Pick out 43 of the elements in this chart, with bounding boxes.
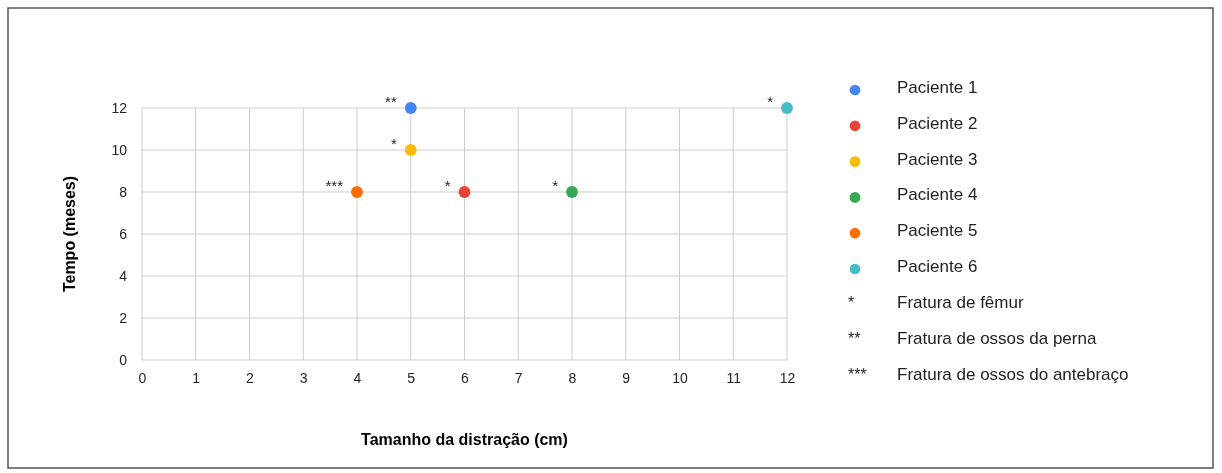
annotation: * [444,177,451,194]
x-tick-label: 12 [779,369,796,386]
x-tick-label: 9 [622,369,631,386]
annotation: * [390,135,397,152]
x-tick-label: 1 [192,369,201,386]
y-tick-label: 10 [111,141,128,158]
x-tick-label: 8 [568,369,577,386]
y-tick-label: 0 [119,351,128,368]
point [781,102,793,114]
x-tick-label: 7 [514,369,523,386]
x-tick-label: 4 [353,369,362,386]
legend-label: Paciente 1 [897,78,978,97]
point [404,144,417,156]
annotation: * [552,177,559,194]
annotation: *** [325,177,344,194]
y-tick-label: 6 [119,225,128,242]
x-tick-label: 10 [672,369,688,386]
y-tick-label: 12 [111,99,128,116]
x-axis-title: Tamanho da distração (cm) [361,431,568,448]
x-tick-label: 2 [246,369,255,386]
y-tick-label: 4 [119,267,128,284]
y-axis-title: Tempo (meses) [61,175,78,293]
text: * Fratura de fêmur [848,293,1024,312]
annotation: * [767,93,774,110]
x-tick-label: 11 [726,369,742,386]
x-tick-label: 6 [461,369,470,386]
x-tick-label: 5 [407,369,416,386]
point [566,186,578,198]
text: *** Fratura de ossos do antebraço [848,365,1129,384]
legend-label: Paciente 4 [897,185,978,205]
point [404,102,417,114]
x-tick-label: 0 [138,369,147,386]
annotation: ** [385,93,397,110]
y-tick-label: 2 [119,309,128,326]
legend-label: Paciente 2 [897,113,978,133]
legend-label: Paciente 6 [897,257,978,276]
x-tick-label: 3 [299,369,308,386]
legend-label: Paciente 3 [897,149,978,169]
y-tick-label: 8 [119,183,128,200]
point [351,186,363,198]
legend-label: Paciente 5 [897,221,978,241]
text: ** Fratura de ossos da perna [848,329,1097,348]
point [458,186,471,198]
